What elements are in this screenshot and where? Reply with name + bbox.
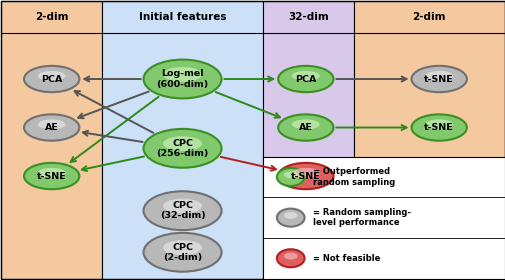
Ellipse shape (276, 249, 304, 267)
Text: PCA: PCA (41, 74, 62, 83)
Ellipse shape (425, 119, 452, 129)
Ellipse shape (24, 66, 79, 92)
Ellipse shape (276, 209, 304, 227)
Ellipse shape (38, 71, 66, 81)
Text: CPC
(256-dim): CPC (256-dim) (156, 139, 209, 158)
Text: CPC
(2-dim): CPC (2-dim) (163, 242, 202, 262)
Ellipse shape (283, 253, 297, 260)
Bar (263, 1, 353, 279)
Ellipse shape (283, 212, 297, 219)
Ellipse shape (291, 119, 319, 129)
Ellipse shape (24, 114, 79, 141)
Text: = Outperformed
random sampling: = Outperformed random sampling (312, 167, 394, 187)
Text: 32-dim: 32-dim (287, 12, 328, 22)
Text: t-SNE: t-SNE (424, 123, 453, 132)
Bar (2, 1, 102, 279)
Ellipse shape (143, 191, 221, 230)
Text: 2-dim: 2-dim (412, 12, 445, 22)
Ellipse shape (291, 71, 319, 81)
Bar (353, 1, 503, 279)
Text: = Not feasible: = Not feasible (312, 254, 379, 263)
Ellipse shape (143, 233, 221, 272)
Ellipse shape (278, 66, 333, 92)
Ellipse shape (283, 171, 297, 178)
Text: t-SNE: t-SNE (424, 74, 453, 83)
Ellipse shape (38, 119, 66, 129)
Ellipse shape (278, 114, 333, 141)
Ellipse shape (38, 168, 66, 178)
Ellipse shape (425, 71, 452, 81)
Ellipse shape (411, 66, 466, 92)
Text: = Random sampling-
level performance: = Random sampling- level performance (312, 208, 410, 227)
Ellipse shape (291, 168, 319, 178)
Text: t-SNE: t-SNE (290, 172, 320, 181)
Bar (263, 157, 503, 279)
Ellipse shape (278, 163, 333, 189)
Bar (102, 1, 263, 279)
Ellipse shape (163, 67, 201, 82)
Text: Log-mel
(600-dim): Log-mel (600-dim) (156, 69, 208, 89)
Ellipse shape (163, 199, 201, 213)
Text: 2-dim: 2-dim (35, 12, 68, 22)
Ellipse shape (411, 114, 466, 141)
Text: t-SNE: t-SNE (37, 172, 67, 181)
Text: AE: AE (298, 123, 312, 132)
Text: Initial features: Initial features (138, 12, 226, 22)
Ellipse shape (24, 163, 79, 189)
Text: CPC
(32-dim): CPC (32-dim) (160, 201, 205, 220)
Ellipse shape (163, 136, 201, 151)
Ellipse shape (276, 168, 304, 186)
Ellipse shape (163, 240, 201, 255)
Ellipse shape (143, 129, 221, 168)
Text: AE: AE (44, 123, 59, 132)
Ellipse shape (143, 60, 221, 98)
Text: PCA: PCA (294, 74, 316, 83)
